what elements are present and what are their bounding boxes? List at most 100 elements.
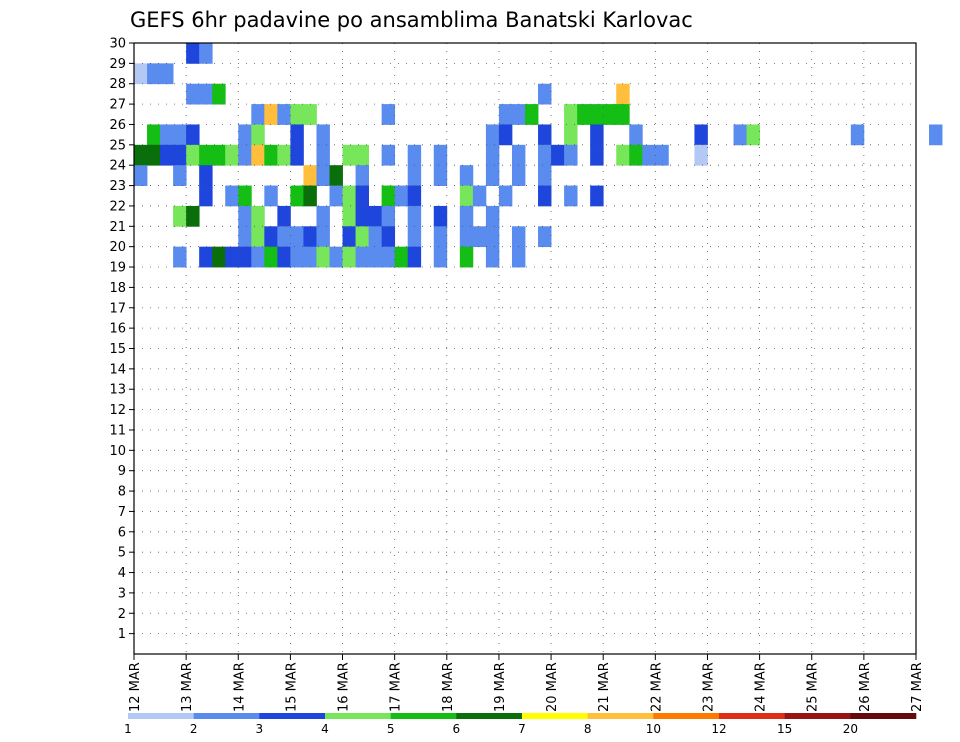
heatmap-cell bbox=[590, 185, 604, 207]
colorbar-label: 5 bbox=[387, 722, 395, 736]
y-tick-label: 30 bbox=[109, 37, 126, 52]
heatmap-cell bbox=[251, 205, 265, 227]
heatmap-cell bbox=[485, 124, 500, 146]
heatmap-cell bbox=[199, 185, 213, 207]
heatmap-cell bbox=[186, 205, 200, 227]
heatmap-cell bbox=[277, 104, 291, 125]
heatmap-cell bbox=[199, 246, 213, 268]
heatmap-cell bbox=[316, 124, 330, 146]
heatmap-cell bbox=[329, 165, 343, 186]
y-tick-label: 28 bbox=[109, 77, 126, 92]
y-tick-label: 15 bbox=[109, 342, 126, 357]
colorbar-swatch bbox=[456, 713, 523, 719]
heatmap-cell bbox=[238, 226, 252, 248]
heatmap-cell bbox=[225, 246, 239, 268]
y-axis: 1234567891011121314151617181920212223242… bbox=[109, 37, 134, 642]
heatmap-cell bbox=[642, 144, 656, 166]
x-tick-label: 14 MAR bbox=[232, 662, 247, 712]
heatmap-cell bbox=[538, 144, 552, 166]
heatmap-cell bbox=[147, 124, 161, 146]
heatmap-cell bbox=[551, 144, 565, 166]
heatmap-cell bbox=[733, 124, 747, 146]
heatmap-cell bbox=[459, 246, 474, 268]
heatmap-cell bbox=[160, 144, 174, 166]
heatmap-cell bbox=[433, 144, 448, 166]
heatmap-cell bbox=[381, 185, 396, 207]
heatmap-cell bbox=[655, 144, 669, 166]
heatmap-cell bbox=[368, 246, 383, 268]
heatmap-cell bbox=[929, 124, 943, 146]
heatmap-cell bbox=[342, 205, 356, 227]
heatmap-cell bbox=[577, 104, 591, 125]
colorbar-label: 10 bbox=[646, 722, 661, 736]
heatmap-cell bbox=[381, 226, 396, 248]
heatmap-cell bbox=[538, 185, 552, 207]
heatmap-cell bbox=[511, 165, 526, 186]
heatmap-cell bbox=[251, 124, 265, 146]
heatmap-cell bbox=[511, 144, 526, 166]
heatmap-cell bbox=[173, 124, 187, 146]
colorbar-label: 20 bbox=[843, 722, 858, 736]
heatmap-cell bbox=[694, 144, 708, 166]
heatmap-cell bbox=[459, 185, 474, 207]
heatmap-cell bbox=[459, 226, 474, 248]
x-tick-label: 16 MAR bbox=[337, 662, 352, 712]
heatmap-cell bbox=[212, 144, 226, 166]
heatmap-cell bbox=[485, 205, 500, 227]
heatmap-cell bbox=[407, 226, 422, 248]
y-tick-label: 9 bbox=[118, 464, 126, 479]
heatmap-cell bbox=[564, 124, 578, 146]
heatmap-cell bbox=[147, 63, 161, 85]
heatmap-cell bbox=[381, 104, 396, 125]
heatmap-cell bbox=[186, 83, 200, 105]
heatmap-cell bbox=[173, 205, 187, 227]
heatmap-cell bbox=[186, 124, 200, 146]
heatmap-cell bbox=[368, 226, 383, 248]
heatmap-cell bbox=[564, 104, 578, 125]
heatmap-cell bbox=[342, 246, 356, 268]
heatmap-cell bbox=[238, 246, 252, 268]
colorbar-label: 4 bbox=[321, 722, 329, 736]
heatmap-cell bbox=[746, 124, 760, 146]
heatmap-cell bbox=[381, 144, 396, 166]
heatmap-cell bbox=[264, 144, 278, 166]
heatmap-cell bbox=[433, 165, 448, 186]
heatmap-cell bbox=[342, 226, 356, 248]
x-tick-label: 25 MAR bbox=[806, 662, 821, 712]
y-tick-label: 7 bbox=[118, 505, 126, 520]
colorbar-swatch bbox=[522, 713, 588, 719]
heatmap-cell bbox=[147, 144, 161, 166]
heatmap-cell bbox=[316, 165, 330, 186]
heatmap-cell bbox=[538, 124, 552, 146]
x-tick-label: 20 MAR bbox=[545, 662, 560, 712]
heatmap-cell bbox=[485, 246, 500, 268]
heatmap-cell bbox=[290, 144, 304, 166]
heatmap-cell bbox=[433, 246, 448, 268]
heatmap-cell bbox=[134, 144, 148, 166]
colorbar-label: 3 bbox=[256, 722, 264, 736]
heatmap-cell bbox=[381, 205, 396, 227]
heatmap-cell bbox=[433, 205, 448, 227]
heatmap-cell bbox=[251, 246, 265, 268]
heatmap-cell bbox=[342, 185, 356, 207]
heatmap-cell bbox=[616, 104, 630, 125]
heatmap-cell bbox=[316, 246, 330, 268]
y-tick-label: 8 bbox=[118, 485, 126, 500]
y-tick-label: 19 bbox=[109, 261, 126, 276]
y-tick-label: 21 bbox=[109, 220, 126, 235]
heatmap-cell bbox=[342, 144, 356, 166]
heatmap-cell bbox=[564, 144, 578, 166]
heatmap-cell bbox=[355, 165, 369, 186]
heatmap-cell bbox=[238, 144, 252, 166]
heatmap-cell bbox=[225, 144, 239, 166]
heatmap-cell bbox=[694, 124, 708, 146]
heatmap-cell bbox=[629, 124, 643, 146]
heatmap-cell bbox=[459, 205, 474, 227]
heatmap-cell bbox=[199, 43, 213, 64]
colorbar-swatch bbox=[719, 713, 785, 719]
heatmap-cell bbox=[407, 185, 422, 207]
colorbar-swatch bbox=[390, 713, 457, 719]
heatmap-cell bbox=[290, 226, 304, 248]
heatmap-cell bbox=[277, 246, 291, 268]
colorbar-swatch bbox=[128, 713, 194, 719]
